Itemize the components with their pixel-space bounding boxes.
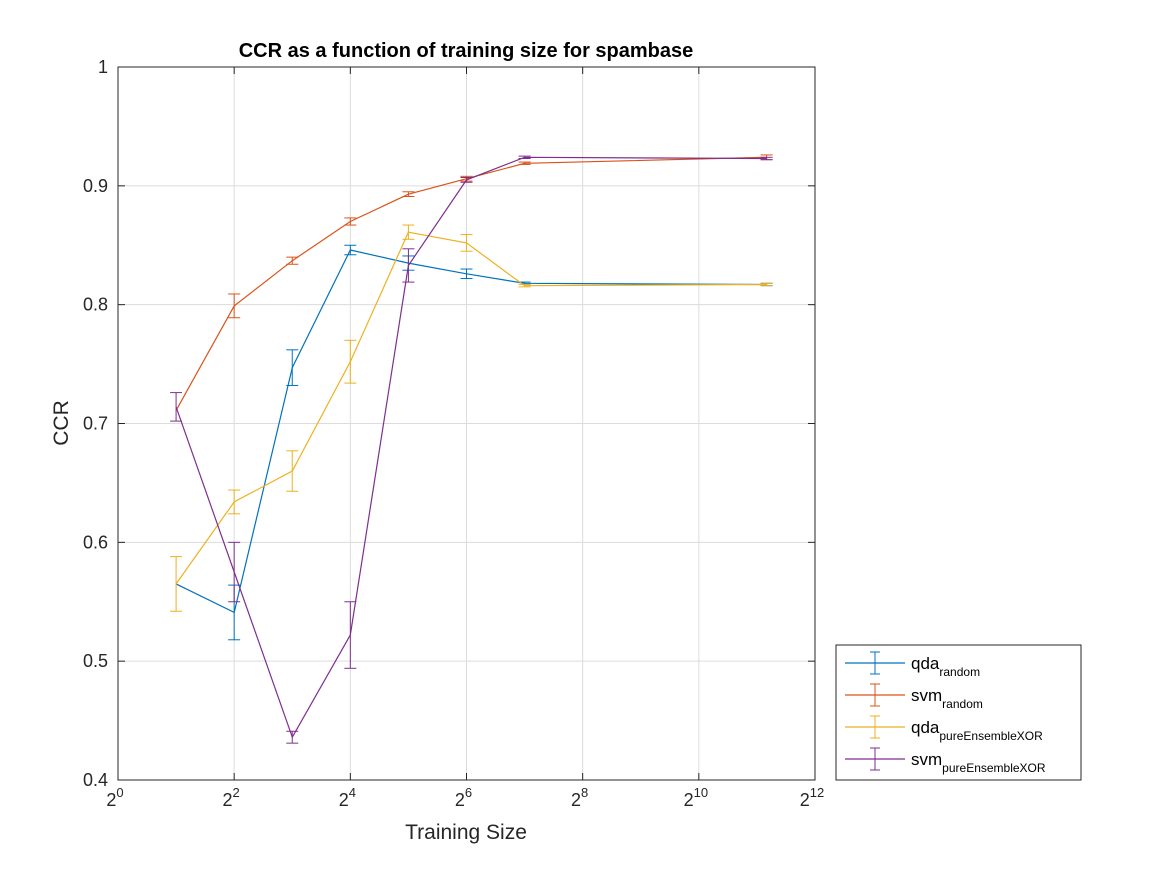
y-tick-label: 0.7 <box>83 414 108 434</box>
x-tick-label: 210 <box>684 785 708 810</box>
error-bar <box>402 224 415 240</box>
error-bar <box>344 217 357 226</box>
legend-entry: svmrandom <box>845 683 983 711</box>
error-bar <box>344 601 357 669</box>
error-bar <box>344 244 357 256</box>
x-tick-label: 22 <box>223 785 240 810</box>
error-bar <box>286 256 299 265</box>
error-bar <box>344 339 357 384</box>
y-tick-label: 0.9 <box>83 176 108 196</box>
error-bar <box>286 450 299 492</box>
error-bar <box>402 248 415 283</box>
legend-label: svmrandom <box>911 686 983 711</box>
y-axis-label: CCR <box>50 400 73 446</box>
y-tick-label: 1 <box>98 57 108 77</box>
error-bar <box>228 293 241 319</box>
error-bar <box>760 156 773 161</box>
series-layer <box>170 154 773 744</box>
x-axis-label: Training Size <box>405 821 527 844</box>
legend-label: svmpureEnsembleXOR <box>911 750 1046 775</box>
error-bar <box>460 177 473 183</box>
error-bar <box>460 268 473 280</box>
error-bar <box>760 282 773 287</box>
ticks: 20 22 24 26 28 210 212 0.4 0.5 0.6 0.7 0.8 0.9 1 <box>83 57 824 810</box>
x-tick-label: 20 <box>106 785 123 810</box>
x-tick-label: 24 <box>339 785 356 810</box>
legend-box <box>835 644 1082 781</box>
series-line <box>175 156 767 411</box>
error-bar <box>286 730 299 744</box>
y-tick-label: 0.6 <box>83 532 108 552</box>
series-qda-pureEnsembleXOR <box>170 224 773 612</box>
legend-label: qdarandom <box>911 654 980 679</box>
chart-title: CCR as a function of training size for s… <box>239 40 694 62</box>
error-bar <box>170 556 183 612</box>
x-tick-label: 26 <box>455 785 472 810</box>
series-svm-pureEnsembleXOR <box>170 155 773 744</box>
legend-label: qdapureEnsembleXOR <box>911 718 1043 743</box>
error-bar <box>228 541 241 603</box>
y-tick-label: 0.8 <box>83 295 108 315</box>
legend-entry: qdarandom <box>845 651 980 679</box>
series-line <box>175 249 767 614</box>
x-tick-label: 28 <box>571 785 588 810</box>
series-line <box>175 156 767 739</box>
error-bar <box>518 161 531 165</box>
y-tick-label: 0.5 <box>83 651 108 671</box>
error-bar <box>518 155 531 160</box>
legend-entry: qdapureEnsembleXOR <box>845 715 1043 743</box>
series-line <box>175 231 767 585</box>
error-bar <box>170 392 183 422</box>
y-tick-label: 0.4 <box>83 770 108 790</box>
legend: qdarandom svmrandom qdapureEnsembleXOR svmp… <box>835 644 1082 781</box>
error-bar <box>228 489 241 515</box>
error-bar <box>402 191 415 198</box>
error-bar <box>518 283 531 288</box>
error-bar <box>460 234 473 252</box>
legend-entry: svmpureEnsembleXOR <box>845 747 1046 775</box>
error-bar <box>286 349 299 386</box>
x-tick-label: 212 <box>800 785 824 810</box>
